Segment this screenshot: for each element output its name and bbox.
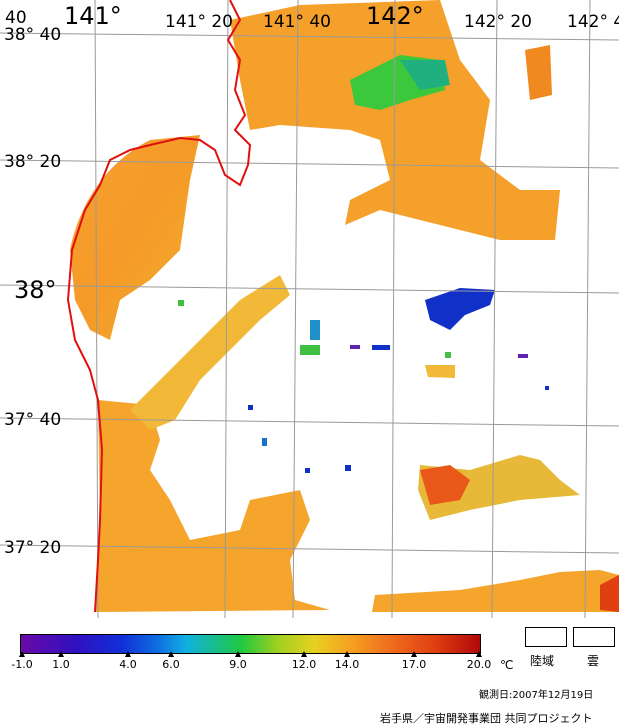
legend-cloud-swatch [573, 627, 615, 647]
sea-surface-temperature-map [0, 0, 619, 618]
sst-region-cold-blue [425, 288, 495, 330]
coastline [66, 0, 252, 613]
sst-region-north-cool [400, 60, 450, 90]
graticule [0, 0, 619, 618]
sst-region-east-warm [420, 465, 470, 505]
lon-label-141-20: 141° 20 [165, 12, 233, 32]
sst-region-east [418, 455, 580, 520]
colorbar-tick: 4.0 [119, 658, 137, 671]
colorbar-tick: 12.0 [291, 658, 317, 671]
corner-label: 40 [5, 8, 27, 28]
sst-region-ne-patch [525, 45, 552, 100]
sst-region-south-west [95, 400, 330, 612]
lat-label-38-40: 38° 40 [4, 25, 62, 45]
sst-region-north [230, 0, 560, 240]
sst-region-coastal [70, 135, 200, 340]
sst-region-southeast-hot [600, 575, 619, 612]
lon-label-142-20: 142° 20 [464, 12, 532, 32]
observation-date: 観測日:2007年12月19日 [479, 690, 594, 701]
colorbar-tick: 17.0 [401, 658, 427, 671]
lon-label-142: 142° [366, 2, 424, 30]
sst-region-southeast [372, 570, 619, 612]
lat-label-37-40: 37° 40 [4, 410, 62, 430]
colorbar-tick-marks [19, 651, 482, 657]
colorbar-tick: 14.0 [334, 658, 360, 671]
colorbar-tick: 6.0 [162, 658, 180, 671]
colorbar-tick: -1.0 [11, 658, 33, 671]
sst-region-small-yellow [425, 365, 455, 378]
lon-label-141-40: 141° 40 [263, 12, 331, 32]
lon-label-141: 141° [64, 2, 122, 30]
temperature-colorbar [20, 634, 481, 654]
lat-label-38-20: 38° 20 [4, 152, 62, 172]
colorbar-unit: ℃ [500, 658, 514, 672]
lat-label-37-20: 37° 20 [4, 538, 62, 558]
legend-land-label: 陸域 [530, 654, 555, 668]
lon-label-142-40: 142° 4 [567, 12, 619, 32]
sst-region-mid-band [130, 275, 290, 430]
colorbar-tick: 9.0 [229, 658, 247, 671]
legend-cloud-label: 雲 [587, 654, 600, 668]
colorbar-tick: 1.0 [52, 658, 70, 671]
colorbar-tick: 20.0 [466, 658, 492, 671]
lat-label-38: 38° [14, 276, 57, 304]
credit: 岩手県／宇宙開発事業団 共同プロジェクト [380, 712, 593, 725]
legend-land-swatch [525, 627, 567, 647]
